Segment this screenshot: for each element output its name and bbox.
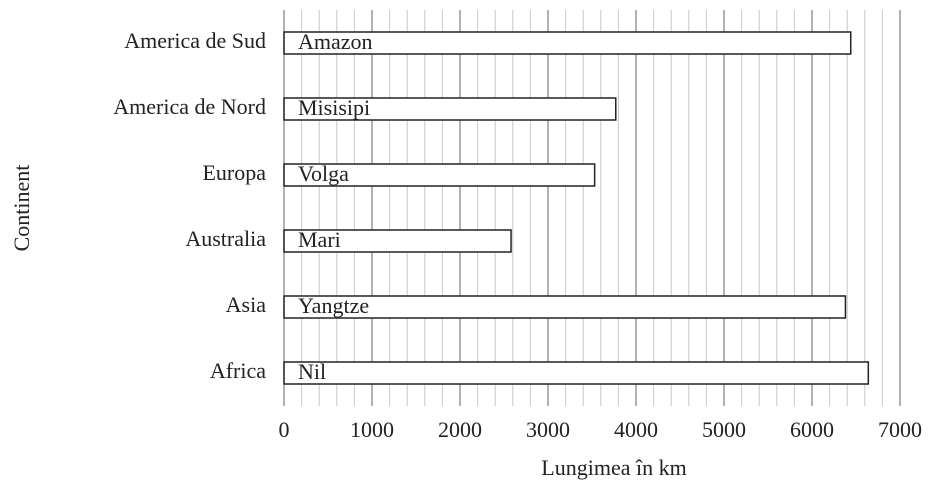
y-tick-label: Africa [210, 358, 266, 383]
x-tick-label: 3000 [526, 417, 570, 442]
bar-label: Nil [298, 359, 326, 384]
x-tick-label: 1000 [350, 417, 394, 442]
bar [283, 163, 596, 187]
y-axis-title: Continent [9, 165, 34, 252]
y-tick-label: America de Sud [124, 28, 266, 53]
x-tick-label: 6000 [790, 417, 834, 442]
bar-label: Misisipi [298, 95, 370, 120]
x-tick-label: 5000 [702, 417, 746, 442]
x-tick-label: 0 [279, 417, 290, 442]
y-tick-label: Europa [202, 160, 266, 185]
x-tick-label: 2000 [438, 417, 482, 442]
bar-label: Volga [298, 161, 349, 186]
x-axis-title: Lungimea în km [541, 455, 686, 480]
bar-label: Amazon [298, 29, 373, 54]
bar [283, 295, 847, 319]
y-tick-label: Asia [226, 292, 267, 317]
bar [283, 97, 617, 121]
bar-label: Mari [298, 227, 341, 252]
y-tick-label: America de Nord [113, 94, 266, 119]
y-tick-label: Australia [185, 226, 266, 251]
bar [283, 361, 870, 385]
bar-label: Yangtze [298, 293, 369, 318]
bar [283, 31, 852, 55]
bar [283, 229, 512, 253]
x-tick-label: 7000 [878, 417, 922, 442]
x-tick-label: 4000 [614, 417, 658, 442]
